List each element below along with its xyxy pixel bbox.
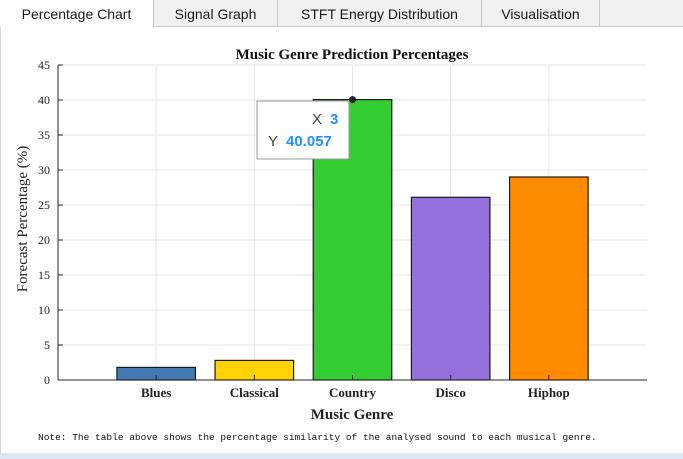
bar-hiphop xyxy=(508,176,589,381)
y-tick-label: 45 xyxy=(38,58,50,72)
datatip-y-value: 40.057 xyxy=(286,133,332,150)
bar-disco xyxy=(410,196,491,381)
bars xyxy=(116,99,589,381)
y-tick-label: 20 xyxy=(38,233,50,247)
window-bottom-edge xyxy=(0,453,683,459)
x-tick-label: Blues xyxy=(141,385,171,400)
axes: 0 5 10 15 20 25 30 35 40 45 Blues Classical Country D… xyxy=(38,58,647,400)
y-tick-label: 30 xyxy=(38,163,50,177)
y-tick-label: 35 xyxy=(38,128,50,142)
x-tick-label: Country xyxy=(329,385,376,400)
y-tick-label: 5 xyxy=(44,338,50,352)
x-axis-label: Music Genre xyxy=(311,407,394,423)
datatip[interactable]: X 3 Y 40.057 xyxy=(256,96,356,160)
y-tick-label: 15 xyxy=(38,268,50,282)
y-tick-label: 25 xyxy=(38,198,50,212)
datatip-y-label: Y xyxy=(268,133,278,150)
x-tick-label: Disco xyxy=(435,385,465,400)
tab-visualisation[interactable]: Visualisation xyxy=(482,0,600,27)
datatip-marker xyxy=(349,96,356,104)
tab-signal-graph[interactable]: Signal Graph xyxy=(154,0,278,27)
y-tick-label: 40 xyxy=(38,93,50,107)
y-axis-label: Forecast Percentage (%) xyxy=(15,146,31,293)
x-tick-label: Hiphop xyxy=(528,385,570,400)
datatip-box xyxy=(256,100,350,160)
datatip-x-value: 3 xyxy=(330,111,338,128)
datatip-x-label: X xyxy=(312,111,322,128)
y-tick-label: 10 xyxy=(38,303,50,317)
footnote: Note: The table above shows the percenta… xyxy=(38,432,597,443)
bar-chart[interactable]: 0 5 10 15 20 25 30 35 40 45 Blues Classical Country D… xyxy=(0,27,683,457)
y-tick-label: 0 xyxy=(44,373,50,387)
x-tick-label: Classical xyxy=(230,385,280,400)
tab-percentage-chart[interactable]: Percentage Chart xyxy=(0,0,154,28)
tab-stft-energy-distribution[interactable]: STFT Energy Distribution xyxy=(278,0,482,27)
chart-title: Music Genre Prediction Percentages xyxy=(236,47,469,63)
tab-bar: Percentage Chart Signal Graph STFT Energ… xyxy=(0,0,683,28)
